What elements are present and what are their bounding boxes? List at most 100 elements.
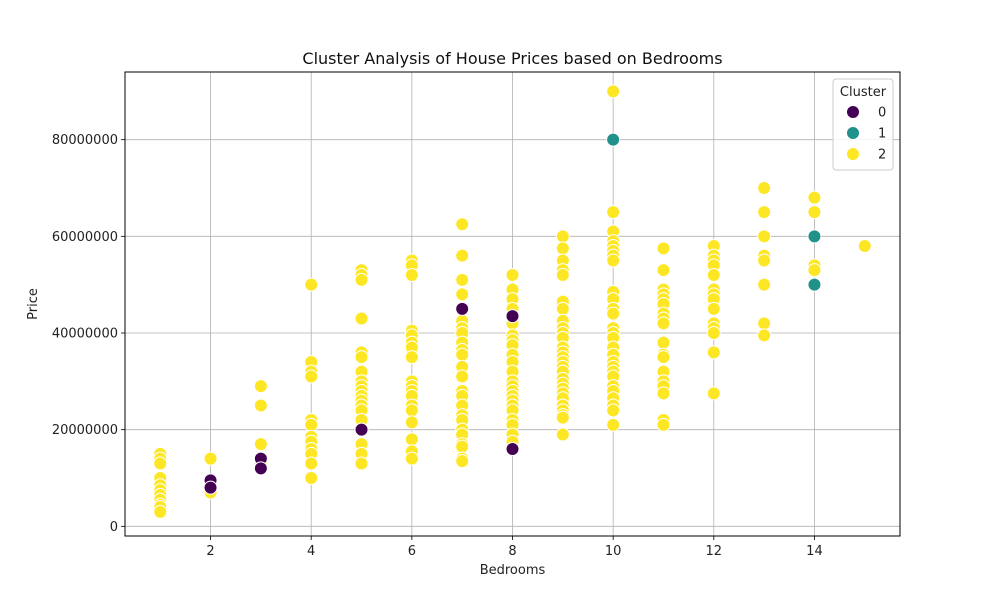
data-point-cluster-2 <box>757 316 772 331</box>
y-tick-label: 0 <box>110 520 118 535</box>
data-points <box>153 84 872 519</box>
data-point-cluster-2 <box>455 248 470 263</box>
legend-title: Cluster <box>840 85 887 100</box>
data-point-cluster-2 <box>757 229 772 244</box>
y-tick-label: 20000000 <box>52 423 118 438</box>
data-point-cluster-0 <box>455 301 470 316</box>
data-point-cluster-2 <box>455 369 470 384</box>
data-point-cluster-0 <box>253 461 268 476</box>
data-point-cluster-2 <box>455 347 470 362</box>
data-point-cluster-2 <box>807 190 822 205</box>
legend-box <box>832 78 894 171</box>
legend-marker-1 <box>846 126 860 140</box>
data-point-cluster-2 <box>455 217 470 232</box>
data-point-cluster-1 <box>807 229 822 244</box>
data-point-cluster-0 <box>505 442 520 456</box>
y-axis-label: Price <box>26 288 41 320</box>
data-point-cluster-2 <box>757 205 772 220</box>
data-point-cluster-2 <box>706 345 721 360</box>
data-point-cluster-2 <box>656 263 671 278</box>
data-point-cluster-2 <box>555 427 570 442</box>
data-point-cluster-2 <box>153 456 168 471</box>
data-point-cluster-2 <box>354 456 369 471</box>
data-point-cluster-2 <box>404 432 419 447</box>
data-point-cluster-2 <box>706 326 721 340</box>
data-point-cluster-2 <box>706 268 721 282</box>
data-point-cluster-2 <box>404 350 419 365</box>
y-tick-label: 40000000 <box>52 327 118 342</box>
data-point-cluster-2 <box>555 410 570 425</box>
y-tick-label: 80000000 <box>52 133 118 148</box>
data-point-cluster-2 <box>404 403 419 418</box>
y-axis-ticks: 0 20000000 40000000 60000000 80000000 <box>52 133 125 535</box>
data-point-cluster-2 <box>304 456 319 471</box>
data-point-cluster-2 <box>807 205 822 220</box>
data-point-cluster-2 <box>455 439 470 454</box>
x-tick-label: 8 <box>508 544 516 559</box>
data-point-cluster-2 <box>404 268 419 282</box>
data-point-cluster-2 <box>354 272 369 287</box>
data-point-cluster-2 <box>253 437 268 452</box>
data-point-cluster-2 <box>555 301 570 316</box>
y-tick-label: 60000000 <box>52 230 118 245</box>
data-point-cluster-2 <box>656 386 671 401</box>
x-tick-label: 4 <box>307 544 315 559</box>
data-point-cluster-2 <box>404 415 419 430</box>
x-tick-label: 14 <box>806 544 823 559</box>
data-point-cluster-2 <box>606 253 621 268</box>
x-tick-label: 10 <box>605 544 622 559</box>
data-point-cluster-0 <box>203 480 218 495</box>
data-point-cluster-2 <box>253 398 268 413</box>
legend-marker-0 <box>846 105 860 119</box>
data-point-cluster-2 <box>404 451 419 466</box>
data-point-cluster-2 <box>656 417 671 432</box>
x-tick-label: 6 <box>408 544 416 559</box>
data-point-cluster-2 <box>606 403 621 418</box>
data-point-cluster-2 <box>757 328 772 343</box>
data-point-cluster-2 <box>153 504 168 519</box>
data-point-cluster-2 <box>656 350 671 365</box>
x-tick-label: 2 <box>206 544 214 559</box>
data-point-cluster-2 <box>656 316 671 331</box>
data-point-cluster-2 <box>606 306 621 321</box>
x-axis-label: Bedrooms <box>480 563 546 578</box>
legend-marker-2 <box>846 147 860 161</box>
data-point-cluster-2 <box>807 263 822 278</box>
data-point-cluster-2 <box>455 272 470 287</box>
data-point-cluster-2 <box>656 241 671 256</box>
legend: Cluster 0 1 2 <box>832 78 894 171</box>
data-point-cluster-2 <box>857 239 872 253</box>
data-point-cluster-2 <box>505 268 520 282</box>
data-point-cluster-2 <box>304 369 319 384</box>
data-point-cluster-2 <box>706 386 721 401</box>
data-point-cluster-2 <box>304 277 319 292</box>
data-point-cluster-0 <box>505 309 520 324</box>
legend-label-2: 2 <box>878 148 886 163</box>
data-point-cluster-2 <box>354 311 369 326</box>
data-point-cluster-2 <box>606 417 621 432</box>
data-point-cluster-2 <box>354 350 369 365</box>
data-point-cluster-1 <box>606 132 621 147</box>
data-point-cluster-2 <box>706 301 721 316</box>
data-point-cluster-2 <box>455 454 470 469</box>
legend-label-1: 1 <box>878 127 886 142</box>
data-point-cluster-2 <box>253 379 268 394</box>
x-tick-label: 12 <box>706 544 723 559</box>
legend-label-0: 0 <box>878 106 886 121</box>
data-point-cluster-0 <box>354 422 369 437</box>
data-point-cluster-2 <box>757 277 772 292</box>
data-point-cluster-2 <box>656 335 671 350</box>
data-point-cluster-2 <box>606 205 621 220</box>
chart-title: Cluster Analysis of House Prices based o… <box>302 49 722 68</box>
data-point-cluster-2 <box>757 181 772 195</box>
data-point-cluster-2 <box>203 451 218 466</box>
data-point-cluster-2 <box>757 253 772 268</box>
x-axis-ticks: 2 4 6 8 10 12 14 <box>206 536 823 559</box>
data-point-cluster-2 <box>606 84 621 99</box>
data-point-cluster-2 <box>304 471 319 485</box>
data-point-cluster-2 <box>555 241 570 256</box>
data-point-cluster-2 <box>555 229 570 244</box>
data-point-cluster-2 <box>555 268 570 282</box>
data-point-cluster-2 <box>455 287 470 302</box>
